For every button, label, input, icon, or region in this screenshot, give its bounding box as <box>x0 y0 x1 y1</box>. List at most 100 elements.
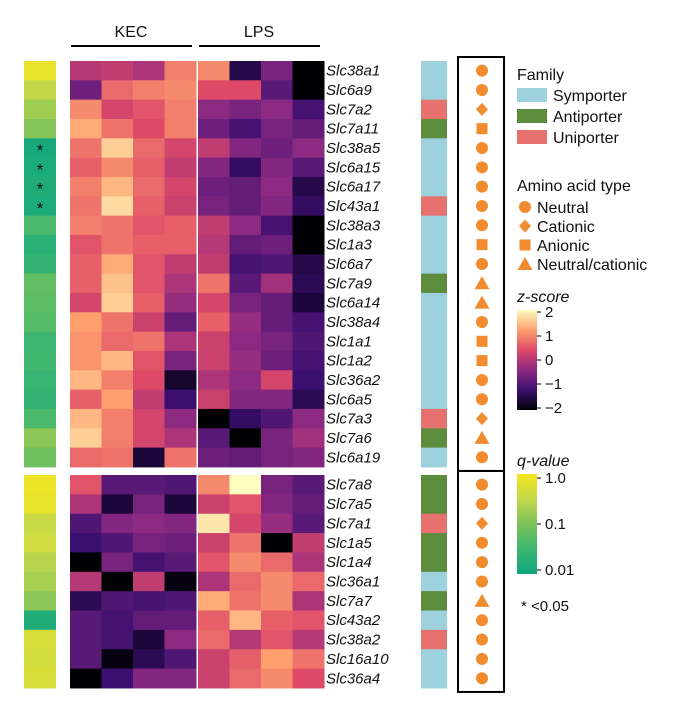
family-cell <box>421 668 447 689</box>
family-legend: Symporter Antiporter Uniporter <box>517 88 627 147</box>
aa-marker <box>476 315 488 328</box>
heatmap-cell <box>229 118 262 139</box>
heatmap-cell <box>229 552 262 573</box>
gene-label: Slc36a1 <box>326 573 380 590</box>
heatmap-cell <box>133 610 165 631</box>
heatmap-cell <box>292 254 325 275</box>
heatmap-cell <box>70 254 102 275</box>
heatmap-cell <box>101 370 134 391</box>
heatmap-cell <box>261 118 293 139</box>
heatmap-cell <box>133 61 165 81</box>
heatmap-cell <box>70 138 102 159</box>
heatmap-cell <box>229 292 262 313</box>
heatmap-cell <box>101 312 134 333</box>
aa-marker <box>476 141 488 154</box>
heatmap-cell <box>101 475 134 495</box>
heatmap-cell <box>70 552 102 573</box>
heatmap-cell <box>198 61 230 81</box>
heatmap-cell <box>133 215 165 236</box>
heatmap-cell <box>229 629 262 650</box>
gene-label: Slc6a5 <box>326 391 373 408</box>
heatmap-cell <box>70 234 102 255</box>
heatmap-cell <box>164 389 197 410</box>
gene-label: Slc7a3 <box>326 411 373 428</box>
heatmap-cell <box>261 591 293 612</box>
heatmap-cell <box>229 649 262 670</box>
heatmap-cell <box>198 389 230 410</box>
gene-label: Slc7a9 <box>326 275 373 292</box>
heatmap-cell <box>292 552 325 573</box>
heatmap-cell <box>101 447 134 468</box>
family-legend-title: Family <box>517 67 564 84</box>
heatmap-cell <box>292 610 325 631</box>
heatmap-cell <box>261 494 293 515</box>
heatmap-cell <box>261 428 293 449</box>
heatmap-cell <box>198 157 230 178</box>
heatmap-cell <box>101 273 134 294</box>
gene-label: Slc1a1 <box>326 333 372 350</box>
heatmap-cell <box>261 389 293 410</box>
gene-label: Slc6a17 <box>326 179 381 196</box>
heatmap-cell <box>133 533 165 553</box>
heatmap-cell <box>101 350 134 371</box>
heatmap-cell <box>229 370 262 391</box>
qvalue-cell <box>24 533 56 553</box>
aa-marker <box>476 102 488 116</box>
gene-label: Slc38a3 <box>326 217 381 234</box>
gene-label: Slc6a15 <box>326 159 381 176</box>
family-cell <box>421 494 447 515</box>
heatmap-cell <box>133 475 165 495</box>
family-cell <box>421 234 447 255</box>
gene-label: Slc1a4 <box>326 554 372 571</box>
aa-legend-title: Amino acid type <box>517 178 631 195</box>
aa-legend-marker <box>517 257 533 270</box>
heatmap-cell <box>261 138 293 159</box>
gene-label: Slc6a7 <box>326 256 373 273</box>
aa-marker <box>476 478 488 491</box>
heatmap-cell <box>101 591 134 612</box>
heatmap-cell <box>164 80 197 101</box>
heatmap-cell <box>261 370 293 391</box>
qvalue-cell <box>24 350 56 371</box>
aa-marker <box>476 412 488 426</box>
heatmap-cell <box>164 629 197 650</box>
heatmap-cell <box>229 80 262 101</box>
heatmap-cell <box>229 447 262 468</box>
heatmap-cell <box>292 196 325 217</box>
gene-label: Slc1a3 <box>326 237 373 254</box>
heatmap-cell <box>70 447 102 468</box>
heatmap-cell <box>261 668 293 689</box>
heatmap-cell <box>101 668 134 689</box>
heatmap-cell <box>164 533 197 553</box>
heatmap-cell <box>101 494 134 515</box>
heatmap-cell <box>292 428 325 449</box>
heatmap-cell <box>229 138 262 159</box>
qvalue-cell <box>24 234 56 255</box>
zscore-ticks: 2 1 0 −1 −2 <box>537 304 562 417</box>
aa-legend-marker <box>519 219 531 233</box>
heatmap-cell <box>198 312 230 333</box>
heatmap-cell <box>292 475 325 495</box>
heatmap-cell <box>164 591 197 612</box>
zscore-colorbar <box>517 310 537 410</box>
heatmap-cell <box>70 157 102 178</box>
heatmap-cell <box>198 428 230 449</box>
heatmap-cell <box>101 513 134 534</box>
aa-marker-box <box>457 470 505 693</box>
heatmap-cell <box>164 138 197 159</box>
aa-marker <box>476 393 488 406</box>
aa-marker <box>476 633 488 646</box>
heatmap-cell <box>101 408 134 429</box>
aa-marker <box>476 83 488 96</box>
heatmap-cell <box>133 118 165 139</box>
qvalue-tick-label: 1.0 <box>545 470 566 487</box>
heatmap-cell <box>292 292 325 313</box>
heatmap-cell <box>101 138 134 159</box>
heatmap-cell <box>292 408 325 429</box>
family-cell <box>421 475 447 495</box>
heatmap-cell <box>229 196 262 217</box>
aa-marker <box>474 276 490 290</box>
heatmap-cell <box>229 61 262 81</box>
qvalue-cell <box>24 513 56 534</box>
heatmap-cell <box>164 61 197 81</box>
